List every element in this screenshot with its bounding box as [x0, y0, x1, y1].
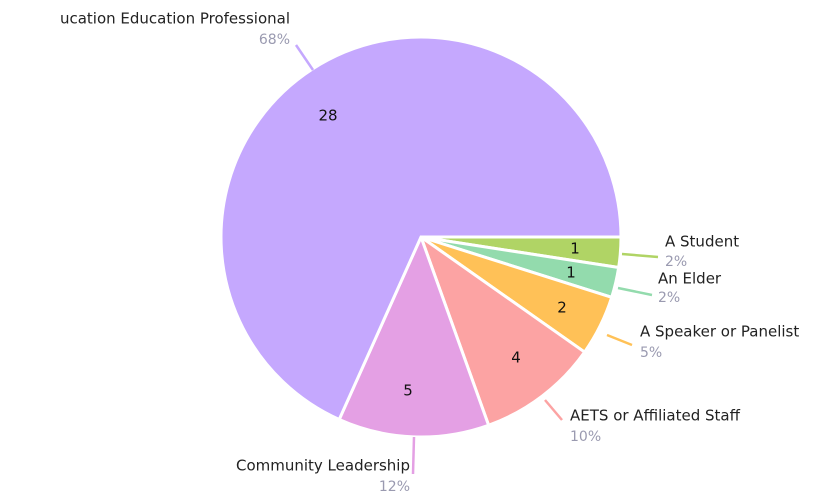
percent-label: 2%	[665, 254, 687, 270]
percent-label: 12%	[379, 479, 410, 495]
pie-slice	[337, 232, 491, 439]
category-label: Community Leadership	[236, 457, 410, 475]
percent-label: 2%	[658, 290, 680, 306]
leader-line	[621, 252, 659, 259]
leader-line	[411, 436, 416, 475]
category-label: AETS or Affiliated Staff	[570, 407, 741, 425]
value-label: 4	[511, 349, 521, 367]
value-label: 1	[570, 240, 580, 258]
category-label: A Student	[665, 233, 739, 251]
percent-label: 10%	[570, 429, 601, 445]
value-label: 28	[318, 107, 337, 125]
percent-label: 68%	[259, 32, 290, 48]
value-label: 2	[557, 299, 567, 317]
percent-label: 5%	[640, 345, 662, 361]
value-label: 5	[403, 382, 413, 400]
category-label: ucation Education Professional	[60, 10, 290, 28]
leader-line	[617, 286, 653, 297]
pie-slice	[417, 233, 587, 428]
leader-line	[294, 44, 315, 71]
category-label: A Speaker or Panelist	[640, 323, 799, 341]
leader-line	[544, 399, 563, 421]
leader-line	[606, 333, 633, 347]
value-label: 1	[566, 264, 576, 282]
category-label: An Elder	[658, 270, 722, 288]
